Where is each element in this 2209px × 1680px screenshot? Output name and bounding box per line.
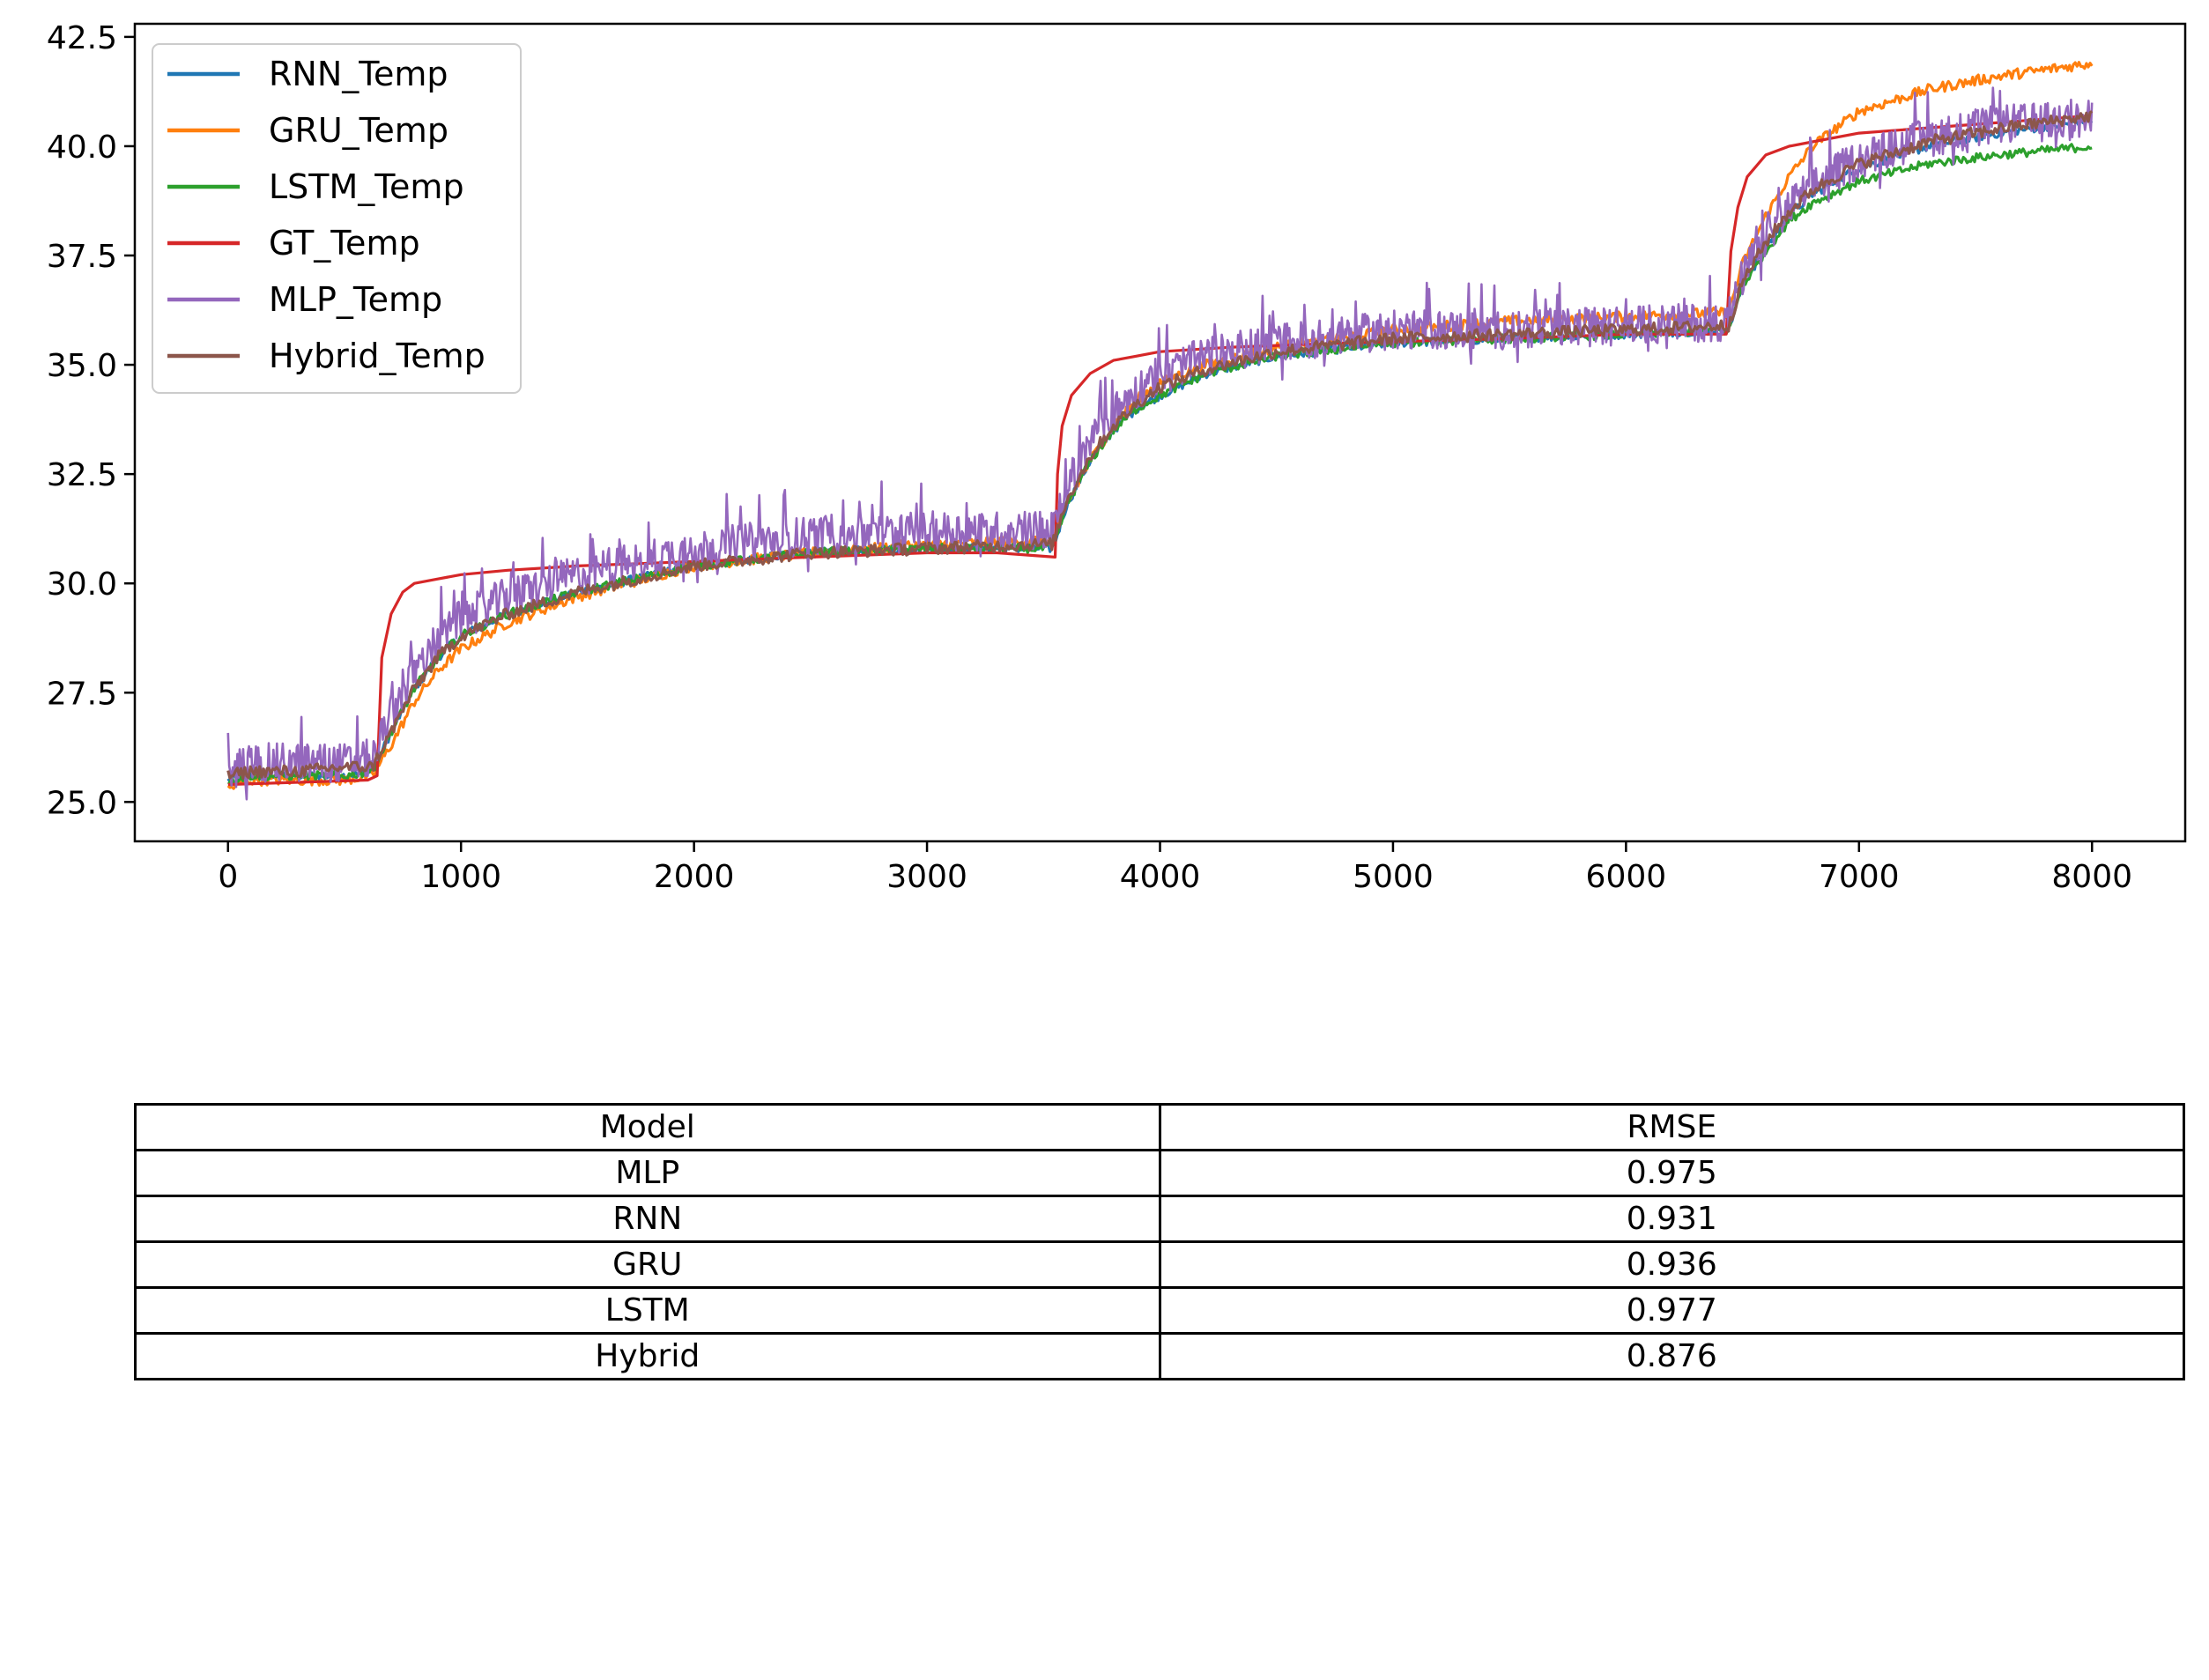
series-line-hybrid-temp <box>226 109 2094 781</box>
table-cell-rmse: 0.975 <box>1158 1149 2185 1197</box>
legend: RNN_Temp GRU_Temp LSTM_Temp GT_Temp MLP_Temp… <box>152 43 522 394</box>
x-tick-label: 6000 <box>1586 859 1667 895</box>
x-tick-label: 7000 <box>1819 859 1900 895</box>
x-tick-label: 8000 <box>2051 859 2132 895</box>
legend-label: RNN_Temp <box>269 55 448 93</box>
table-cell-model: RNN <box>134 1195 1161 1243</box>
y-tick-label: 27.5 <box>47 676 117 712</box>
table-header-cell: Model <box>134 1103 1161 1151</box>
y-tick-label: 37.5 <box>47 239 117 275</box>
table-row: Hybrid 0.876 <box>134 1332 2185 1380</box>
table-cell-rmse: 0.931 <box>1158 1195 2185 1243</box>
y-tick-label: 42.5 <box>47 20 117 56</box>
table-cell-model: LSTM <box>134 1286 1161 1335</box>
table-cell-rmse: 0.977 <box>1158 1286 2185 1335</box>
series-line-gt-temp <box>227 114 2093 787</box>
legend-label: Hybrid_Temp <box>269 337 486 375</box>
legend-box <box>152 43 522 394</box>
y-tick-label: 35.0 <box>47 348 117 384</box>
x-tick-label: 5000 <box>1353 859 1434 895</box>
series-layer <box>226 61 2094 801</box>
table-header-row: Model RMSE <box>134 1103 2185 1151</box>
table-cell-model: Hybrid <box>134 1332 1161 1380</box>
x-tick-label: 1000 <box>420 859 501 895</box>
rmse-table: Model RMSE MLP 0.975 RNN 0.931 GRU 0.936… <box>134 1103 2185 1380</box>
y-tick-label: 32.5 <box>47 457 117 493</box>
x-tick-label: 3000 <box>886 859 967 895</box>
legend-label: LSTM_Temp <box>269 167 464 206</box>
y-tick-label: 25.0 <box>47 785 117 821</box>
legend-label: GT_Temp <box>269 224 420 263</box>
table-cell-model: GRU <box>134 1240 1161 1289</box>
table-cell-rmse: 0.876 <box>1158 1332 2185 1380</box>
y-tick-label: 40.0 <box>47 130 117 166</box>
table-row: MLP 0.975 <box>134 1149 2185 1197</box>
y-tick-label: 30.0 <box>47 566 117 603</box>
table-cell-model: MLP <box>134 1149 1161 1197</box>
legend-label: MLP_Temp <box>269 280 442 319</box>
x-tick-label: 0 <box>218 859 238 895</box>
table-row: GRU 0.936 <box>134 1240 2185 1289</box>
legend-label: GRU_Temp <box>269 111 448 150</box>
table-row: LSTM 0.977 <box>134 1286 2185 1335</box>
table-header-cell: RMSE <box>1158 1103 2185 1151</box>
table-row: RNN 0.931 <box>134 1195 2185 1243</box>
x-tick-label: 2000 <box>654 859 735 895</box>
axis-layer: 0 1000 2000 3000 4000 5000 6000 7000 8000 25.0 27.… <box>47 20 2132 895</box>
table-cell-rmse: 0.936 <box>1158 1240 2185 1289</box>
x-tick-label: 4000 <box>1120 859 1201 895</box>
